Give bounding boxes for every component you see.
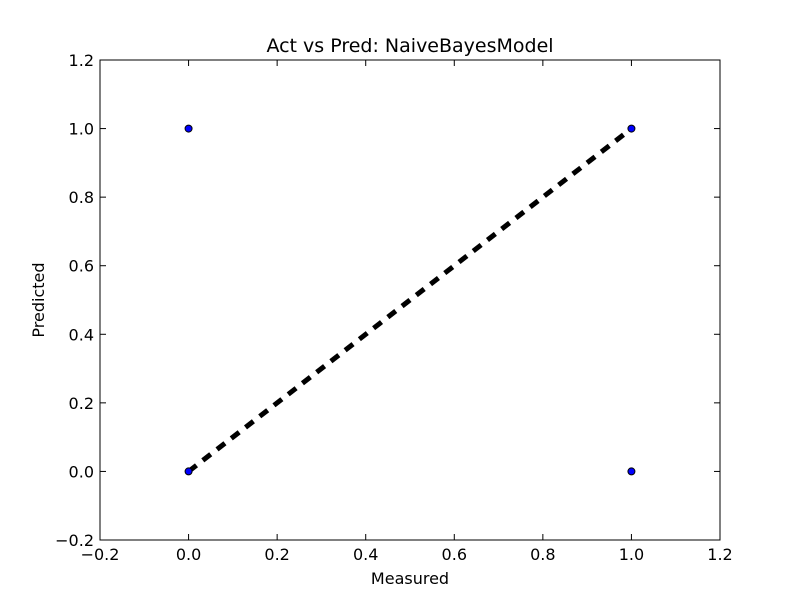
reference-line [187,126,633,474]
x-tick-label: 0.6 [442,545,467,564]
data-point [627,467,636,476]
x-tick-label: 0.2 [264,545,289,564]
x-tick-label: 0.8 [530,545,555,564]
chart-title: Act vs Pred: NaiveBayesModel [266,35,553,57]
x-tick-label: 0.0 [176,545,201,564]
y-tick-label: 0.0 [69,462,94,481]
x-tick-label: 0.4 [353,545,378,564]
y-tick-label: −0.2 [55,531,94,550]
data-point [184,467,193,476]
y-tick-label: 0.4 [69,325,94,344]
y-tick-label: 1.2 [69,51,94,70]
y-tick-label: 0.2 [69,394,94,413]
plot-area: −0.2 0.0 0.2 0.4 0.6 0.8 1.0 1.2 −0.2 0.0 0.2 0.4 0.… [55,51,733,564]
y-tick-label: 0.8 [69,188,94,207]
y-tick-label: 1.0 [69,120,94,139]
data-point [184,124,193,133]
x-tick-label: 1.2 [707,545,732,564]
y-axis-label: Predicted [29,262,48,337]
y-tick-label: 0.6 [69,257,94,276]
x-tick-label: 1.0 [619,545,644,564]
x-tick-label: −0.2 [81,545,120,564]
data-point [627,124,636,133]
x-axis-label: Measured [371,569,449,588]
